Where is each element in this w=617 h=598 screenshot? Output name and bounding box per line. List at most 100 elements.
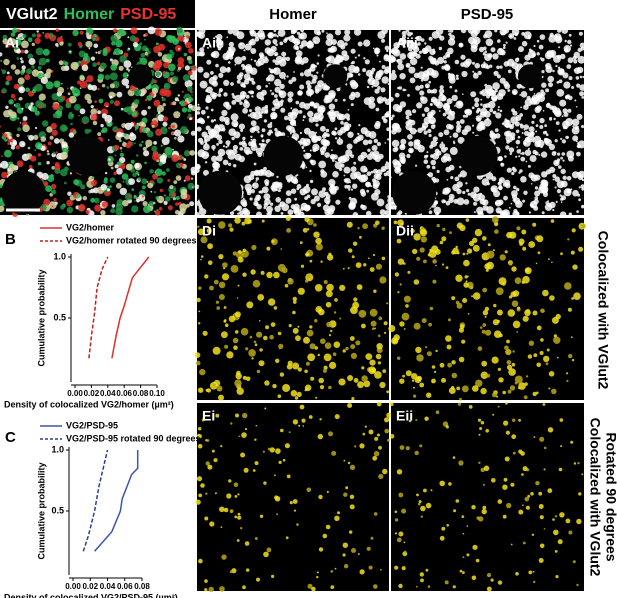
speckle (567, 57, 574, 64)
speckle (206, 218, 212, 224)
speckle (296, 391, 302, 397)
speckle (205, 388, 209, 392)
speckle (255, 424, 258, 427)
speckle (309, 179, 314, 184)
speckle (263, 551, 269, 558)
speckle (46, 161, 50, 165)
speckle (344, 29, 351, 36)
speckle (579, 75, 583, 79)
speckle (390, 176, 392, 179)
speckle (533, 93, 536, 95)
speckle (542, 289, 549, 297)
speckle (242, 92, 245, 95)
speckle (491, 176, 497, 182)
speckle (393, 42, 400, 49)
speckle (368, 366, 376, 375)
speckle (342, 54, 350, 61)
speckle (50, 123, 57, 130)
speckle (244, 428, 248, 431)
speckle (118, 65, 124, 71)
speckle (179, 208, 186, 215)
speckle (535, 130, 538, 133)
speckle (519, 94, 522, 96)
speckle (425, 502, 432, 509)
speckle (484, 306, 490, 312)
speckle (104, 171, 108, 175)
speckle (349, 494, 355, 499)
speckle (109, 58, 113, 62)
cell-body (1, 170, 46, 215)
speckle (231, 148, 238, 155)
speckle (251, 244, 257, 251)
speckle (200, 255, 204, 258)
speckle (143, 205, 151, 214)
speckle (572, 189, 579, 197)
speckle (296, 174, 299, 176)
speckle (522, 541, 526, 545)
speckle (37, 65, 42, 70)
speckle (204, 579, 208, 583)
speckle (334, 29, 342, 36)
speckle (551, 261, 553, 264)
speckle (374, 49, 380, 55)
speckle (567, 307, 572, 312)
speckle (369, 359, 376, 366)
speckle (405, 109, 412, 117)
speckle (544, 138, 552, 146)
speckle (490, 578, 494, 582)
speckle (451, 360, 456, 365)
speckle (213, 458, 218, 463)
speckle (387, 197, 395, 205)
speckle (448, 387, 456, 394)
speckle (264, 179, 270, 185)
speckle (367, 148, 371, 152)
speckle (326, 254, 334, 261)
speckle (559, 194, 562, 197)
speckle (43, 73, 48, 78)
speckle (359, 235, 362, 239)
speckle (434, 249, 441, 255)
speckle (560, 201, 563, 203)
speckle (243, 79, 250, 85)
speckle (493, 330, 502, 339)
speckle (413, 139, 419, 145)
speckle (398, 531, 404, 537)
speckle (110, 35, 118, 43)
speckle (527, 354, 533, 359)
speckle (37, 153, 42, 157)
speckle (14, 38, 22, 46)
speckle (475, 558, 480, 563)
speckle (203, 72, 210, 79)
speckle (168, 126, 171, 130)
speckle (350, 188, 353, 191)
speckle (187, 108, 192, 113)
speckle (528, 126, 535, 133)
speckle (374, 436, 379, 441)
speckle (262, 450, 265, 453)
speckle (520, 176, 527, 183)
speckle (169, 49, 173, 54)
speckle (141, 140, 144, 143)
speckle (486, 250, 495, 259)
speckle (490, 133, 497, 140)
speckle (491, 187, 496, 192)
speckle (426, 89, 432, 94)
speckle (378, 98, 381, 101)
speckle (576, 113, 583, 120)
speckle (363, 39, 371, 47)
speckle (94, 197, 100, 204)
speckle (162, 121, 168, 127)
speckle (486, 373, 491, 378)
speckle (261, 128, 266, 133)
speckle (530, 203, 535, 208)
speckle (186, 116, 189, 119)
speckle (465, 280, 468, 283)
speckle (155, 196, 159, 200)
speckle (123, 60, 132, 68)
speckle (196, 118, 201, 124)
speckle (2, 132, 4, 135)
x-axis-title: Density of colocalized VG2/homer (µm²) (4, 399, 174, 409)
speckle (174, 136, 177, 140)
speckle (338, 378, 346, 386)
speckle (419, 382, 425, 388)
